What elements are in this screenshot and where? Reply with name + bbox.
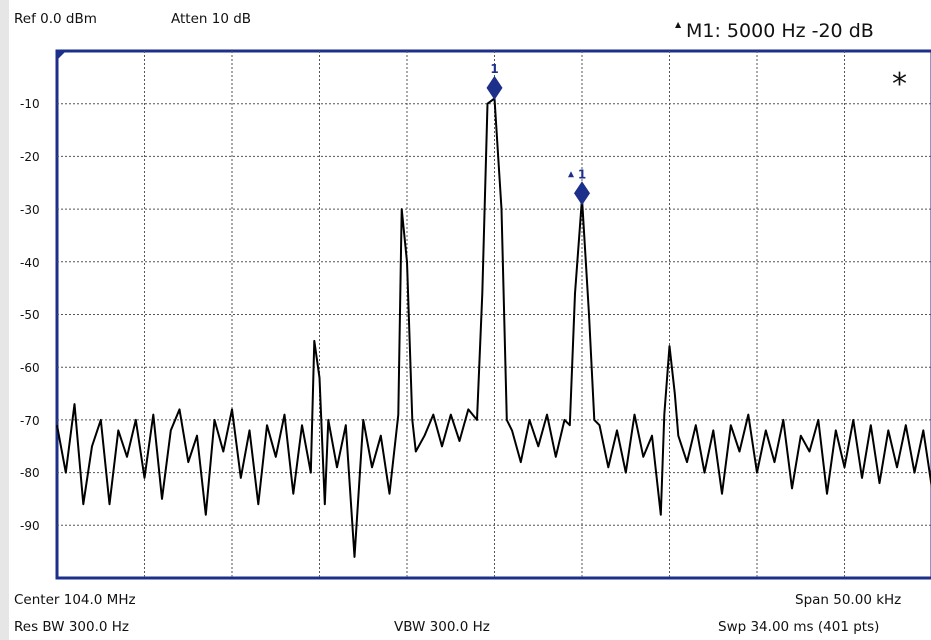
- y-tick-label: -30: [20, 203, 40, 217]
- y-tick-label: -40: [20, 256, 40, 270]
- delta-marker-icon: ▲: [675, 20, 682, 29]
- markers: 11: [486, 62, 590, 206]
- left-edge-bar: [0, 0, 9, 640]
- y-tick-label: -80: [20, 466, 40, 480]
- delta-triangle-icon: [568, 171, 574, 178]
- y-tick-label: -20: [20, 150, 40, 164]
- res-bw-label: Res BW 300.0 Hz: [14, 619, 130, 635]
- span-label: Span 50.00 kHz: [795, 592, 902, 608]
- center-frequency: Center 104.0 MHz: [14, 592, 136, 608]
- status-star-icon: *: [892, 67, 907, 102]
- delta-marker-diamond[interactable]: [574, 181, 590, 206]
- marker-label: 1: [578, 167, 586, 181]
- y-tick-label: -50: [20, 308, 40, 322]
- sweep-label: Swp 34.00 ms (401 pts): [718, 619, 880, 635]
- y-tick-label: -60: [20, 361, 40, 375]
- attenuation-label: Atten 10 dB: [171, 11, 252, 27]
- marker-diamond[interactable]: [486, 75, 503, 100]
- y-tick-label: -70: [20, 414, 40, 428]
- vbw-label: VBW 300.0 Hz: [394, 619, 490, 635]
- ref-level-label: Ref 0.0 dBm: [14, 11, 97, 27]
- corner-marker-icon: [57, 51, 66, 60]
- y-tick-label: -90: [20, 519, 40, 533]
- y-tick-label: -10: [20, 97, 40, 111]
- grid: [57, 51, 931, 578]
- marker-label: 1: [490, 62, 498, 76]
- marker-readout: M1: 5000 Hz -20 dB: [686, 20, 874, 42]
